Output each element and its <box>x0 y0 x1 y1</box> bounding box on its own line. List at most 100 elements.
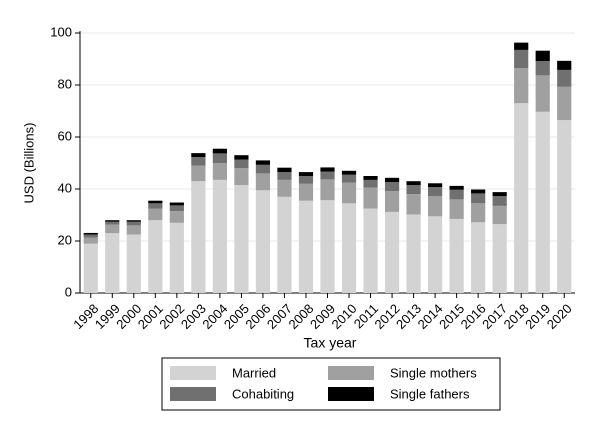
bar-segment <box>341 174 357 183</box>
bar-segment <box>492 205 507 225</box>
bar-segment <box>277 172 292 180</box>
y-tick-label: 40 <box>58 180 72 195</box>
bar-segment <box>126 225 141 235</box>
bar-segment <box>471 222 486 293</box>
bar-segment <box>557 86 572 121</box>
bar-segment <box>384 191 400 212</box>
bar-segment <box>105 224 120 234</box>
bar-segment <box>320 200 335 293</box>
bar-segment <box>105 233 120 293</box>
bar-segment <box>406 194 421 215</box>
legend-label: Cohabiting <box>232 386 294 401</box>
bar-segment <box>341 170 357 175</box>
bar-segment <box>148 200 163 204</box>
bar-segment <box>255 164 271 174</box>
bar-segment <box>83 232 98 235</box>
legend-label: Single mothers <box>390 365 477 380</box>
bar-segment <box>234 185 249 293</box>
bar-segment <box>406 185 421 195</box>
bar-segment <box>535 50 550 62</box>
bar-segment <box>298 176 314 184</box>
x-tick-label: 2020 <box>544 301 575 332</box>
bar-segment <box>406 214 421 293</box>
bar-segment <box>320 171 335 180</box>
bar-segment <box>449 185 464 190</box>
legend-swatch <box>170 387 216 401</box>
bar-segment <box>428 216 443 293</box>
bar-segment <box>169 222 184 293</box>
legend-swatch <box>170 366 216 380</box>
y-tick-label: 80 <box>58 76 72 91</box>
bar-segment <box>191 157 206 166</box>
legend-swatch <box>328 387 374 401</box>
bar-segment <box>191 181 206 293</box>
bar-segment <box>169 205 184 212</box>
bar-segment <box>148 208 163 221</box>
bar-segment <box>212 163 227 180</box>
bar-segment <box>277 179 292 197</box>
y-axis-label: USD (Billions) <box>21 123 36 204</box>
bar-segment <box>255 190 271 293</box>
bar-segment <box>384 211 400 293</box>
bar-segment <box>384 181 400 192</box>
bar-segment <box>212 179 227 293</box>
bar-segment <box>126 234 141 293</box>
bar-segment <box>514 42 529 50</box>
bar-segment <box>535 111 550 293</box>
bar-segment <box>492 192 507 197</box>
bar-segment <box>212 148 227 154</box>
bar-segment <box>126 220 141 222</box>
bar-segment <box>169 202 184 206</box>
bar-segment <box>557 69 572 87</box>
bar-segment <box>234 159 249 169</box>
bar-segment <box>363 187 378 209</box>
bar-segment <box>363 179 378 188</box>
bar-segment <box>514 68 529 104</box>
bar-segment <box>83 237 98 244</box>
bar-segment <box>471 189 486 194</box>
bar-segment <box>126 221 141 226</box>
bar-segment <box>535 61 550 76</box>
bar-segment <box>384 177 400 182</box>
bar-segment <box>105 220 120 222</box>
x-axis-label: Tax year <box>304 335 357 351</box>
bar-segment <box>514 103 529 293</box>
bar-segment <box>191 153 206 158</box>
legend-label: Single fathers <box>390 386 470 401</box>
bar-segment <box>363 208 378 293</box>
bar-segment <box>234 168 249 186</box>
bar-segment <box>492 224 507 293</box>
bar-segment <box>449 218 464 293</box>
bar-segment <box>83 234 98 238</box>
bar-segment <box>406 181 421 186</box>
bar-segment <box>428 196 443 217</box>
bar-segment <box>449 199 464 219</box>
bar-segment <box>169 211 184 223</box>
bar-segment <box>492 196 507 206</box>
bar-segment <box>341 203 357 293</box>
y-tick-label: 0 <box>65 284 72 299</box>
bar-segment <box>557 60 572 70</box>
bar-segment <box>277 196 292 293</box>
bar-segment <box>148 220 163 293</box>
bar-segment <box>191 165 206 182</box>
bar-segment <box>514 49 529 69</box>
bar-segment <box>148 203 163 209</box>
bar-segment <box>428 183 443 188</box>
bar-segment <box>298 172 314 176</box>
bar-segment <box>535 75 550 112</box>
legend-label: Married <box>232 365 276 380</box>
bar-segment <box>255 173 271 191</box>
bar-segment <box>320 179 335 201</box>
bar-segment <box>363 176 378 180</box>
bar-segment <box>255 160 271 165</box>
bar-segment <box>105 221 120 225</box>
bar-segment <box>277 167 292 173</box>
bar-segment <box>234 155 249 160</box>
bar-segment <box>298 183 314 201</box>
bar-segment <box>298 200 314 293</box>
bar-segment <box>449 189 464 200</box>
bar-segment <box>471 203 486 223</box>
bar-segment <box>320 167 335 172</box>
